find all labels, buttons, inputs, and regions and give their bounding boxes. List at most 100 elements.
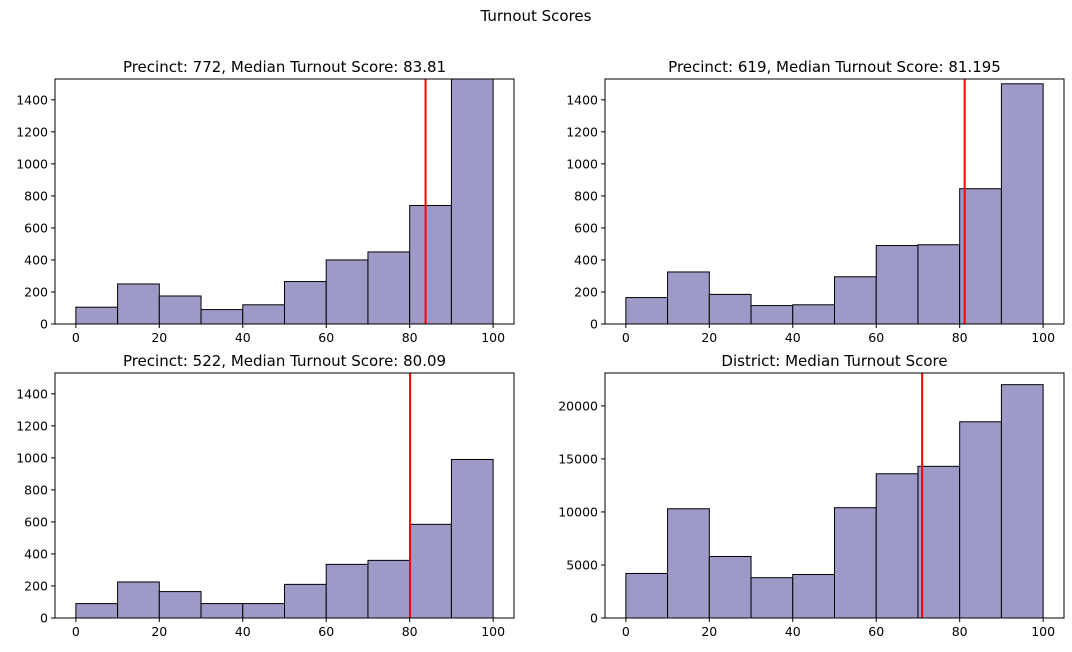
y-tick-label: 600 [574,220,598,235]
axes-frame [54,372,515,619]
histogram-bar [959,421,1002,619]
histogram-bar [367,251,411,325]
histogram-bar [242,304,285,325]
y-tick-label: 400 [24,546,48,561]
y-tick-label: 1400 [566,92,598,107]
y-tick-label: 0 [590,611,598,626]
histogram-bar [708,293,752,325]
histogram-bar [834,276,877,325]
histogram-bar [959,188,1002,325]
x-tick-label: 20 [151,330,167,345]
histogram-bar [450,458,494,619]
axes-frame [604,372,1065,619]
x-tick-label: 60 [868,624,884,639]
histogram-bar [200,603,244,619]
x-tick-label: 60 [318,330,334,345]
histogram-bar [200,309,244,325]
y-tick-label: 600 [24,514,48,529]
x-tick-label: 100 [481,624,505,639]
y-tick-label: 0 [590,317,598,332]
figure-suptitle: Turnout Scores [480,7,592,25]
histogram-bar [750,577,794,619]
histogram-bar [284,583,327,619]
y-tick-label: 200 [24,578,48,593]
y-tick-label: 20000 [558,398,598,413]
histogram-bar [834,507,877,619]
y-tick-label: 5000 [566,557,598,572]
histogram-panel: 0 20 40 60 80 100 0 5000 10000 15000 20000 District… [558,352,1065,639]
x-tick-label: 20 [701,330,717,345]
axes-frame [604,78,1065,325]
y-tick-label: 1200 [566,124,598,139]
x-tick-label: 60 [868,330,884,345]
histogram-bar [117,581,160,619]
y-tick-label: 0 [40,317,48,332]
x-tick-label: 0 [72,330,80,345]
histogram-bar [1000,384,1044,619]
y-tick-label: 200 [24,284,48,299]
x-tick-label: 40 [785,330,801,345]
y-tick-label: 0 [40,611,48,626]
y-tick-label: 1000 [16,450,48,465]
y-tick-label: 800 [24,482,48,497]
x-tick-label: 100 [481,330,505,345]
histogram-bar [625,572,669,619]
y-tick-label: 15000 [558,451,598,466]
x-tick-label: 20 [701,624,717,639]
histogram-bar [792,574,835,619]
x-tick-label: 80 [402,624,418,639]
x-tick-label: 60 [318,624,334,639]
histogram-bar [117,283,160,325]
histogram-bar [792,304,835,325]
histogram-bar [1000,83,1044,325]
x-tick-label: 100 [1031,624,1055,639]
histogram-bar [667,508,710,619]
x-tick-label: 0 [72,624,80,639]
histogram-bar [667,271,710,325]
y-tick-label: 1000 [16,156,48,171]
x-tick-label: 80 [402,330,418,345]
y-tick-label: 800 [24,188,48,203]
histogram-panel: 0 20 40 60 80 1000200400600800100012001400Pre… [16,352,515,639]
axes-title: Precinct: 772, Median Turnout Score: 83.… [123,58,446,76]
histogram-bar [708,555,752,619]
histogram-panel: 0 20 40 60 80 1000200400600800100012001400Pre… [16,58,515,345]
histogram-bar [325,259,369,325]
y-tick-label: 10000 [558,504,598,519]
y-tick-label: 1400 [16,386,48,401]
histogram-bar [158,591,202,619]
histogram-panel: 0 20 40 60 80 1000200400600800100012001400Pre… [566,58,1065,345]
x-tick-label: 100 [1031,330,1055,345]
histogram-bar [409,523,452,619]
histogram-bar [450,78,494,325]
histogram-bar [75,306,119,325]
histogram-bar [875,245,919,325]
axes-title: District: Median Turnout Score [721,352,947,370]
axes-title: Precinct: 522, Median Turnout Score: 80.… [123,352,446,370]
x-tick-label: 80 [952,624,968,639]
x-tick-label: 40 [235,624,251,639]
x-tick-label: 20 [151,624,167,639]
x-tick-label: 80 [952,330,968,345]
y-tick-label: 600 [24,220,48,235]
x-tick-label: 40 [235,330,251,345]
histogram-bar [917,244,961,325]
y-tick-label: 1400 [16,92,48,107]
axes-title: Precinct: 619, Median Turnout Score: 81.… [668,58,1001,76]
histogram-bar [242,603,285,619]
x-tick-label: 0 [622,330,630,345]
y-tick-label: 400 [24,252,48,267]
histogram-bar [367,559,411,619]
histogram-bar [325,563,369,619]
axes-frame [54,78,515,325]
y-tick-label: 1200 [16,418,48,433]
histogram-bar [75,603,119,619]
histogram-bar [158,295,202,325]
histogram-bar [284,281,327,325]
histogram-bar [750,305,794,325]
histogram-bar [917,465,961,619]
y-tick-label: 800 [574,188,598,203]
y-tick-label: 400 [574,252,598,267]
x-tick-label: 40 [785,624,801,639]
